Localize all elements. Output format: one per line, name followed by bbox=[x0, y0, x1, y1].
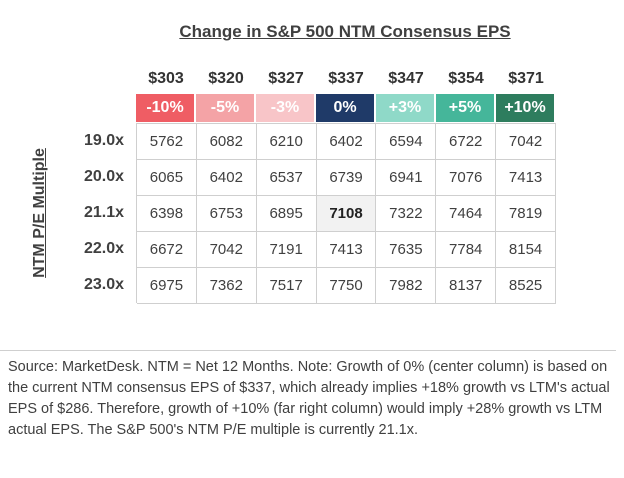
eps-level-label: $354 bbox=[448, 70, 484, 87]
y-axis-title: NTM P/E Multiple bbox=[31, 148, 48, 278]
table-cell: 6739 bbox=[316, 160, 377, 196]
eps-change-header-row: -10% -5% -3% 0% +3% +5% +10% bbox=[136, 94, 556, 122]
eps-change-label: -5% bbox=[196, 94, 254, 122]
table-cell: 6398 bbox=[137, 196, 197, 232]
table-cell: 7042 bbox=[496, 124, 557, 160]
table-cell: 7042 bbox=[196, 232, 257, 268]
table-cell: 8154 bbox=[496, 232, 557, 268]
table-cell: 7819 bbox=[496, 196, 557, 232]
table-cell: 6975 bbox=[137, 268, 197, 304]
table-cell: 7982 bbox=[376, 268, 437, 304]
chart-title: Change in S&P 500 NTM Consensus EPS bbox=[179, 22, 511, 41]
eps-level-label: $303 bbox=[148, 70, 184, 87]
table-cell: 8525 bbox=[496, 268, 557, 304]
table-cell: 6753 bbox=[196, 196, 257, 232]
table-row: 6672 7042 7191 7413 7635 7784 8154 bbox=[137, 232, 557, 268]
eps-level-header-row: $303 $320 $327 $337 $347 $354 $371 bbox=[136, 67, 556, 91]
table-cell: 5762 bbox=[137, 124, 197, 160]
table-cell: 7635 bbox=[376, 232, 437, 268]
eps-change-label: -10% bbox=[136, 94, 194, 122]
table-row: 5762 6082 6210 6402 6594 6722 7042 bbox=[137, 124, 557, 160]
sensitivity-grid: 5762 6082 6210 6402 6594 6722 7042 6065 6402 6537… bbox=[136, 123, 557, 304]
table-cell: 7322 bbox=[376, 196, 437, 232]
table-cell: 8137 bbox=[436, 268, 497, 304]
table-cell: 6537 bbox=[256, 160, 317, 196]
eps-change-label: +5% bbox=[436, 94, 494, 122]
table-cell: 7413 bbox=[496, 160, 557, 196]
pe-multiple-label: 22.0x bbox=[83, 240, 124, 257]
table-cell: 7191 bbox=[256, 232, 317, 268]
table-cell: 6722 bbox=[436, 124, 497, 160]
eps-level-label: $337 bbox=[328, 70, 364, 87]
table-cell: 6941 bbox=[376, 160, 437, 196]
table-cell: 7362 bbox=[196, 268, 257, 304]
current-estimate-cell: 7108 bbox=[316, 196, 377, 232]
pe-multiple-label: 19.0x bbox=[83, 132, 124, 149]
eps-level-label: $327 bbox=[268, 70, 304, 87]
table-cell: 6065 bbox=[137, 160, 197, 196]
table-cell: 6594 bbox=[376, 124, 437, 160]
footnote-divider bbox=[0, 350, 616, 478]
table-cell: 7517 bbox=[256, 268, 317, 304]
pe-multiple-label: 20.0x bbox=[83, 168, 124, 185]
eps-change-label: +10% bbox=[496, 94, 554, 122]
table-row: 6398 6753 6895 7108 7322 7464 7819 bbox=[137, 196, 557, 232]
pe-multiple-label: 23.0x bbox=[83, 276, 124, 293]
table-cell: 6082 bbox=[196, 124, 257, 160]
table-cell: 6402 bbox=[316, 124, 377, 160]
eps-level-label: $347 bbox=[388, 70, 424, 87]
pe-multiple-column: 19.0x 20.0x 21.1x 22.0x 23.0x bbox=[64, 123, 134, 303]
table-cell: 6672 bbox=[137, 232, 197, 268]
table-cell: 6895 bbox=[256, 196, 317, 232]
eps-change-label: -3% bbox=[256, 94, 314, 122]
eps-change-label: +3% bbox=[376, 94, 434, 122]
eps-level-label: $320 bbox=[208, 70, 244, 87]
eps-change-label: 0% bbox=[316, 94, 374, 122]
table-cell: 7413 bbox=[316, 232, 377, 268]
table-cell: 7750 bbox=[316, 268, 377, 304]
table-cell: 6210 bbox=[256, 124, 317, 160]
table-row: 6065 6402 6537 6739 6941 7076 7413 bbox=[137, 160, 557, 196]
table-cell: 7784 bbox=[436, 232, 497, 268]
pe-multiple-label: 21.1x bbox=[83, 204, 124, 221]
source-note: Source: MarketDesk. NTM = Net 12 Months.… bbox=[8, 359, 610, 438]
table-cell: 7076 bbox=[436, 160, 497, 196]
table-cell: 6402 bbox=[196, 160, 257, 196]
table-row: 6975 7362 7517 7750 7982 8137 8525 bbox=[137, 268, 557, 304]
eps-level-label: $371 bbox=[508, 70, 544, 87]
table-cell: 7464 bbox=[436, 196, 497, 232]
